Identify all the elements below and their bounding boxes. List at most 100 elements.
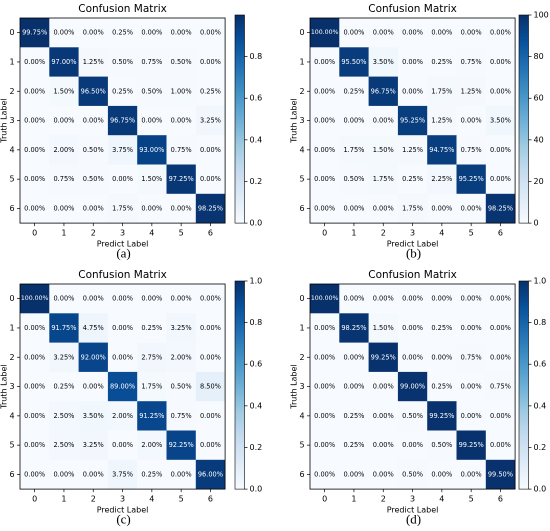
matrix-cell (368, 342, 399, 373)
matrix-cell (78, 135, 109, 165)
y-tick-label: 3 (299, 382, 304, 391)
cell-value-label: 0.00% (53, 470, 74, 478)
cell-value-label: 0.00% (490, 29, 511, 37)
matrix-cell (485, 401, 516, 431)
x-tick-label: 2 (91, 229, 96, 238)
cell-value-label: 0.00% (343, 29, 364, 37)
matrix-cell (397, 164, 428, 195)
matrix-cell (485, 18, 516, 48)
cell-value-label: 0.00% (314, 353, 335, 361)
cell-value-label: 0.00% (431, 470, 452, 478)
matrix-cell (456, 105, 487, 136)
matrix-cell (107, 459, 138, 490)
cell-value-label: 0.00% (171, 117, 192, 125)
x-tick-label: 2 (381, 495, 386, 504)
matrix-cell (397, 105, 428, 136)
matrix-cell (107, 401, 138, 431)
panel-title: Confusion Matrix (368, 269, 457, 281)
cell-value-label: 1.50% (141, 175, 162, 183)
matrix-cell (456, 193, 487, 224)
matrix-cell (166, 401, 197, 431)
cell-value-label: 1.50% (373, 146, 394, 154)
cell-value-label: 0.50% (402, 412, 423, 420)
matrix-cell (456, 459, 487, 490)
cell-value-label: 94.75% (429, 146, 454, 154)
cell-value-label: 95.25% (459, 175, 484, 183)
matrix-cell (166, 284, 197, 314)
matrix-cell (195, 284, 226, 314)
y-tick-label: 6 (299, 204, 304, 213)
matrix-cell (427, 342, 457, 373)
matrix-cell (368, 18, 399, 48)
cell-value-label: 0.00% (343, 353, 364, 361)
cell-value-label: 1.25% (83, 58, 104, 66)
cell-value-label: 100.00% (21, 295, 49, 302)
cell-value-label: 0.00% (314, 117, 335, 125)
matrix-cell (49, 459, 79, 490)
x-tick-label: 0 (32, 229, 37, 238)
matrix-cell (485, 313, 516, 343)
cell-value-label: 0.00% (314, 87, 335, 95)
cell-value-label: 0.25% (343, 87, 364, 95)
matrix-cell (427, 193, 457, 224)
cell-value-label: 0.00% (373, 117, 394, 125)
cell-value-label: 1.75% (112, 204, 133, 212)
matrix-cell (166, 164, 197, 195)
matrix-cell (78, 47, 109, 77)
colorbar-tick-label: 0.4 (534, 401, 547, 410)
confusion-matrix-panel-1: Confusion Matrix 99.75% 0.00% 0.00% 0.25% 0.0… (0, 3, 262, 261)
x-tick-label: 5 (469, 229, 474, 238)
matrix-cell (78, 193, 109, 224)
cell-value-label: 3.25% (200, 117, 221, 125)
colorbar-tick-label: 0.6 (250, 360, 263, 369)
cell-value-label: 0.00% (314, 383, 335, 391)
y-tick-label: 0 (9, 294, 14, 303)
y-axis-label: Truth Label (0, 364, 9, 409)
cell-value-label: 0.00% (314, 146, 335, 154)
colorbar-tick-label: 20 (534, 177, 544, 186)
cell-value-label: 0.00% (53, 204, 74, 212)
colorbar-tick-label: 1.0 (250, 277, 263, 286)
matrix-cell (456, 47, 487, 77)
cell-value-label: 0.00% (24, 204, 45, 212)
cell-value-label: 99.25% (429, 412, 454, 420)
colorbar (234, 14, 245, 224)
matrix-cell (397, 401, 428, 431)
matrix-cell (456, 401, 487, 431)
cell-value-label: 0.00% (314, 175, 335, 183)
cell-value-label: 100.00% (311, 29, 339, 36)
matrix-cell (137, 342, 167, 373)
colorbar-tick-label: 0.6 (250, 94, 263, 103)
matrix-cell (137, 401, 167, 431)
matrix-cell (339, 313, 369, 343)
x-tick-label: 4 (149, 495, 154, 504)
cell-value-label: 0.00% (112, 175, 133, 183)
matrix-cell (137, 18, 167, 48)
cell-value-label: 96.00% (198, 470, 223, 478)
matrix-cell (427, 47, 457, 77)
matrix-cell (49, 401, 79, 431)
cell-value-label: 0.00% (402, 87, 423, 95)
matrix-cell (137, 76, 167, 107)
y-axis-label: Truth Label (290, 364, 299, 409)
colorbar-tick-label: 0.0 (534, 485, 547, 494)
matrix-cell (339, 18, 369, 48)
cell-value-label: 0.00% (200, 295, 221, 303)
cell-value-label: 0.00% (83, 470, 104, 478)
cell-value-label: 0.00% (83, 29, 104, 37)
matrix-cell (49, 76, 79, 107)
panel-caption: (d) (406, 512, 421, 527)
cell-value-label: 0.75% (53, 175, 74, 183)
colorbar-tick-label: 0.0 (250, 485, 263, 494)
matrix-cell (339, 430, 369, 461)
y-tick-label: 0 (9, 28, 14, 37)
cell-value-label: 0.00% (373, 29, 394, 37)
cell-value-label: 1.25% (461, 87, 482, 95)
matrix-cell (427, 284, 457, 314)
matrix-cell (20, 76, 50, 107)
matrix-cell (339, 401, 369, 431)
y-tick-label: 1 (299, 323, 304, 332)
cell-value-label: 0.00% (373, 204, 394, 212)
cell-value-label: 0.00% (490, 441, 511, 449)
cell-value-label: 0.00% (112, 324, 133, 332)
